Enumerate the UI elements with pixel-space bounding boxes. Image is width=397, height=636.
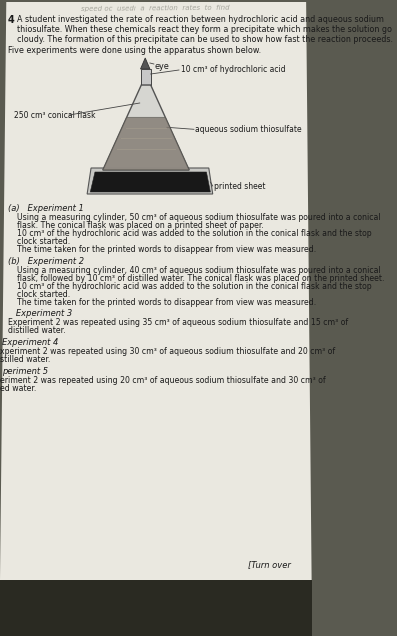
Text: thiosulfate. When these chemicals react they form a precipitate which makes the : thiosulfate. When these chemicals react … <box>17 25 392 34</box>
Text: eriment 2 was repeated using 20 cm³ of aqueous sodium thiosulfate and 30 cm³ of: eriment 2 was repeated using 20 cm³ of a… <box>0 376 326 385</box>
Text: Five experiments were done using the apparatus shown below.: Five experiments were done using the app… <box>8 46 261 55</box>
Text: 10 cm³ of the hydrochloric acid was added to the solution in the conical flask a: 10 cm³ of the hydrochloric acid was adde… <box>17 229 372 238</box>
Text: (a)   Experiment 1: (a) Experiment 1 <box>8 204 84 213</box>
Text: [Turn over: [Turn over <box>248 560 291 569</box>
Text: 4: 4 <box>8 15 15 25</box>
Text: speed oc  usedı  a  reaction  rates  to  find: speed oc usedı a reaction rates to find <box>81 5 230 13</box>
Text: Using a measuring cylinder, 40 cm³ of aqueous sodium thiosulfate was poured into: Using a measuring cylinder, 40 cm³ of aq… <box>17 266 381 275</box>
Text: The time taken for the printed words to disappear from view was measured.: The time taken for the printed words to … <box>17 298 316 307</box>
Bar <box>141 69 151 85</box>
Text: Experiment 2 was repeated using 35 cm³ of aqueous sodium thiosulfate and 15 cm³ : Experiment 2 was repeated using 35 cm³ o… <box>8 318 348 327</box>
Text: 250 cm³ conical flask: 250 cm³ conical flask <box>14 111 96 120</box>
Text: distilled water.: distilled water. <box>8 326 66 335</box>
Polygon shape <box>0 580 312 636</box>
Text: 10 cm³ of the hydrochloric acid was added to the solution in the conical flask a: 10 cm³ of the hydrochloric acid was adde… <box>17 282 372 291</box>
Text: eye: eye <box>155 62 170 71</box>
Text: Experiment 4: Experiment 4 <box>2 338 58 347</box>
Text: 10 cm³ of hydrochloric acid: 10 cm³ of hydrochloric acid <box>181 65 285 74</box>
Text: stilled water.: stilled water. <box>0 355 50 364</box>
Text: Experiment 3: Experiment 3 <box>8 309 72 318</box>
Text: periment 5: periment 5 <box>2 367 48 376</box>
Text: cloudy. The formation of this precipitate can be used to show how fast the react: cloudy. The formation of this precipitat… <box>17 35 393 44</box>
Text: clock started.: clock started. <box>17 237 71 246</box>
Text: aqueous sodium thiosulfate: aqueous sodium thiosulfate <box>195 125 302 134</box>
Text: The time taken for the printed words to disappear from view was measured.: The time taken for the printed words to … <box>17 245 316 254</box>
Text: (b)   Experiment 2: (b) Experiment 2 <box>8 257 84 266</box>
Polygon shape <box>103 85 189 170</box>
Polygon shape <box>0 2 312 580</box>
Text: clock started.: clock started. <box>17 290 71 299</box>
Polygon shape <box>90 172 210 192</box>
Text: Using a measuring cylinder, 50 cm³ of aqueous sodium thiosulfate was poured into: Using a measuring cylinder, 50 cm³ of aq… <box>17 213 381 222</box>
Text: xperiment 2 was repeated using 30 cm³ of aqueous sodium thiosulfate and 20 cm³ o: xperiment 2 was repeated using 30 cm³ of… <box>0 347 335 356</box>
Text: ed water.: ed water. <box>0 384 37 393</box>
Text: flask, followed by 10 cm³ of distilled water. The conical flask was placed on th: flask, followed by 10 cm³ of distilled w… <box>17 274 385 283</box>
Text: flask. The conical flask was placed on a printed sheet of paper.: flask. The conical flask was placed on a… <box>17 221 264 230</box>
Text: A student investigated the rate of reaction between hydrochloric acid and aqueou: A student investigated the rate of react… <box>17 15 384 24</box>
Text: printed sheet: printed sheet <box>214 182 266 191</box>
Polygon shape <box>103 117 189 170</box>
Polygon shape <box>141 58 150 69</box>
Polygon shape <box>87 168 213 194</box>
